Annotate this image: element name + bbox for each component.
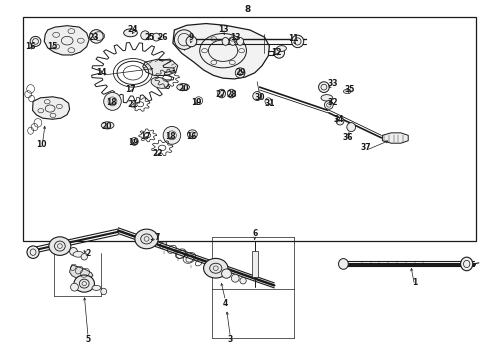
- Ellipse shape: [277, 46, 286, 51]
- Text: 32: 32: [327, 98, 338, 107]
- Polygon shape: [44, 26, 89, 55]
- Ellipse shape: [163, 126, 181, 144]
- Text: 11: 11: [289, 35, 299, 44]
- Text: 34: 34: [333, 116, 344, 125]
- Ellipse shape: [186, 36, 197, 47]
- Ellipse shape: [240, 278, 246, 284]
- Text: 13: 13: [230, 33, 241, 42]
- Ellipse shape: [49, 237, 71, 255]
- Ellipse shape: [347, 123, 356, 132]
- Ellipse shape: [253, 91, 262, 100]
- Ellipse shape: [74, 275, 95, 292]
- Ellipse shape: [274, 48, 285, 58]
- Ellipse shape: [27, 246, 39, 258]
- Text: 24: 24: [128, 26, 138, 35]
- Text: 17: 17: [125, 85, 136, 94]
- Text: 35: 35: [344, 85, 355, 94]
- Ellipse shape: [188, 130, 197, 139]
- Text: 12: 12: [271, 48, 282, 57]
- Ellipse shape: [92, 285, 101, 291]
- Bar: [24, 18, 476, 241]
- Polygon shape: [382, 133, 408, 143]
- Text: 7: 7: [155, 233, 160, 242]
- Ellipse shape: [104, 93, 121, 111]
- Text: 22: 22: [152, 149, 163, 158]
- Text: 1: 1: [412, 278, 417, 287]
- Text: 8: 8: [245, 5, 250, 14]
- Ellipse shape: [461, 257, 473, 271]
- Text: 36: 36: [342, 132, 353, 141]
- Ellipse shape: [336, 117, 344, 125]
- Ellipse shape: [318, 82, 329, 93]
- Polygon shape: [70, 265, 93, 279]
- Ellipse shape: [222, 37, 229, 45]
- Text: 20: 20: [179, 84, 189, 93]
- Text: 20: 20: [101, 122, 111, 131]
- Text: 19: 19: [128, 138, 138, 147]
- Polygon shape: [143, 59, 178, 76]
- Ellipse shape: [151, 77, 169, 88]
- Text: 13: 13: [218, 26, 228, 35]
- Text: 31: 31: [264, 99, 274, 108]
- Text: 30: 30: [254, 93, 265, 102]
- Text: 19: 19: [191, 98, 201, 107]
- Text: 18: 18: [166, 132, 176, 141]
- Ellipse shape: [123, 29, 137, 37]
- Text: 16: 16: [25, 41, 36, 50]
- Polygon shape: [32, 97, 70, 119]
- Ellipse shape: [235, 68, 245, 78]
- Ellipse shape: [73, 251, 84, 257]
- Ellipse shape: [174, 30, 194, 49]
- Text: 15: 15: [48, 41, 58, 50]
- Ellipse shape: [71, 283, 78, 291]
- Ellipse shape: [227, 89, 235, 98]
- Ellipse shape: [141, 31, 149, 40]
- Text: 37: 37: [361, 143, 371, 152]
- Text: 6: 6: [252, 229, 257, 238]
- Ellipse shape: [101, 288, 107, 295]
- Text: 16: 16: [186, 132, 196, 141]
- Bar: [252, 251, 258, 277]
- Text: 27: 27: [215, 90, 226, 99]
- Text: 14: 14: [96, 68, 106, 77]
- Polygon shape: [173, 23, 270, 79]
- Ellipse shape: [101, 122, 114, 129]
- Ellipse shape: [30, 36, 41, 46]
- Ellipse shape: [203, 258, 228, 278]
- Text: 33: 33: [327, 79, 338, 88]
- Ellipse shape: [218, 89, 225, 98]
- Ellipse shape: [321, 95, 333, 101]
- Ellipse shape: [221, 269, 231, 278]
- Ellipse shape: [229, 37, 236, 45]
- Text: 17: 17: [140, 132, 150, 141]
- Ellipse shape: [90, 30, 103, 43]
- Ellipse shape: [135, 229, 158, 249]
- Text: 2: 2: [85, 249, 91, 258]
- Ellipse shape: [324, 101, 333, 109]
- Text: 3: 3: [228, 335, 233, 344]
- Text: 5: 5: [86, 335, 91, 344]
- Ellipse shape: [343, 89, 351, 94]
- Ellipse shape: [339, 258, 348, 269]
- Ellipse shape: [70, 248, 77, 255]
- Text: 25: 25: [145, 33, 155, 42]
- Ellipse shape: [231, 274, 239, 282]
- Text: 23: 23: [89, 33, 99, 42]
- Text: 18: 18: [106, 98, 116, 107]
- Text: 21: 21: [128, 100, 138, 109]
- Ellipse shape: [237, 37, 244, 45]
- Ellipse shape: [152, 33, 160, 41]
- Ellipse shape: [292, 35, 304, 48]
- Text: 26: 26: [157, 33, 168, 42]
- Text: 9: 9: [189, 33, 194, 42]
- Text: 10: 10: [37, 140, 47, 149]
- Ellipse shape: [81, 253, 87, 260]
- Text: 29: 29: [235, 68, 245, 77]
- Text: 4: 4: [223, 299, 228, 308]
- Ellipse shape: [177, 84, 190, 91]
- Text: 28: 28: [226, 90, 237, 99]
